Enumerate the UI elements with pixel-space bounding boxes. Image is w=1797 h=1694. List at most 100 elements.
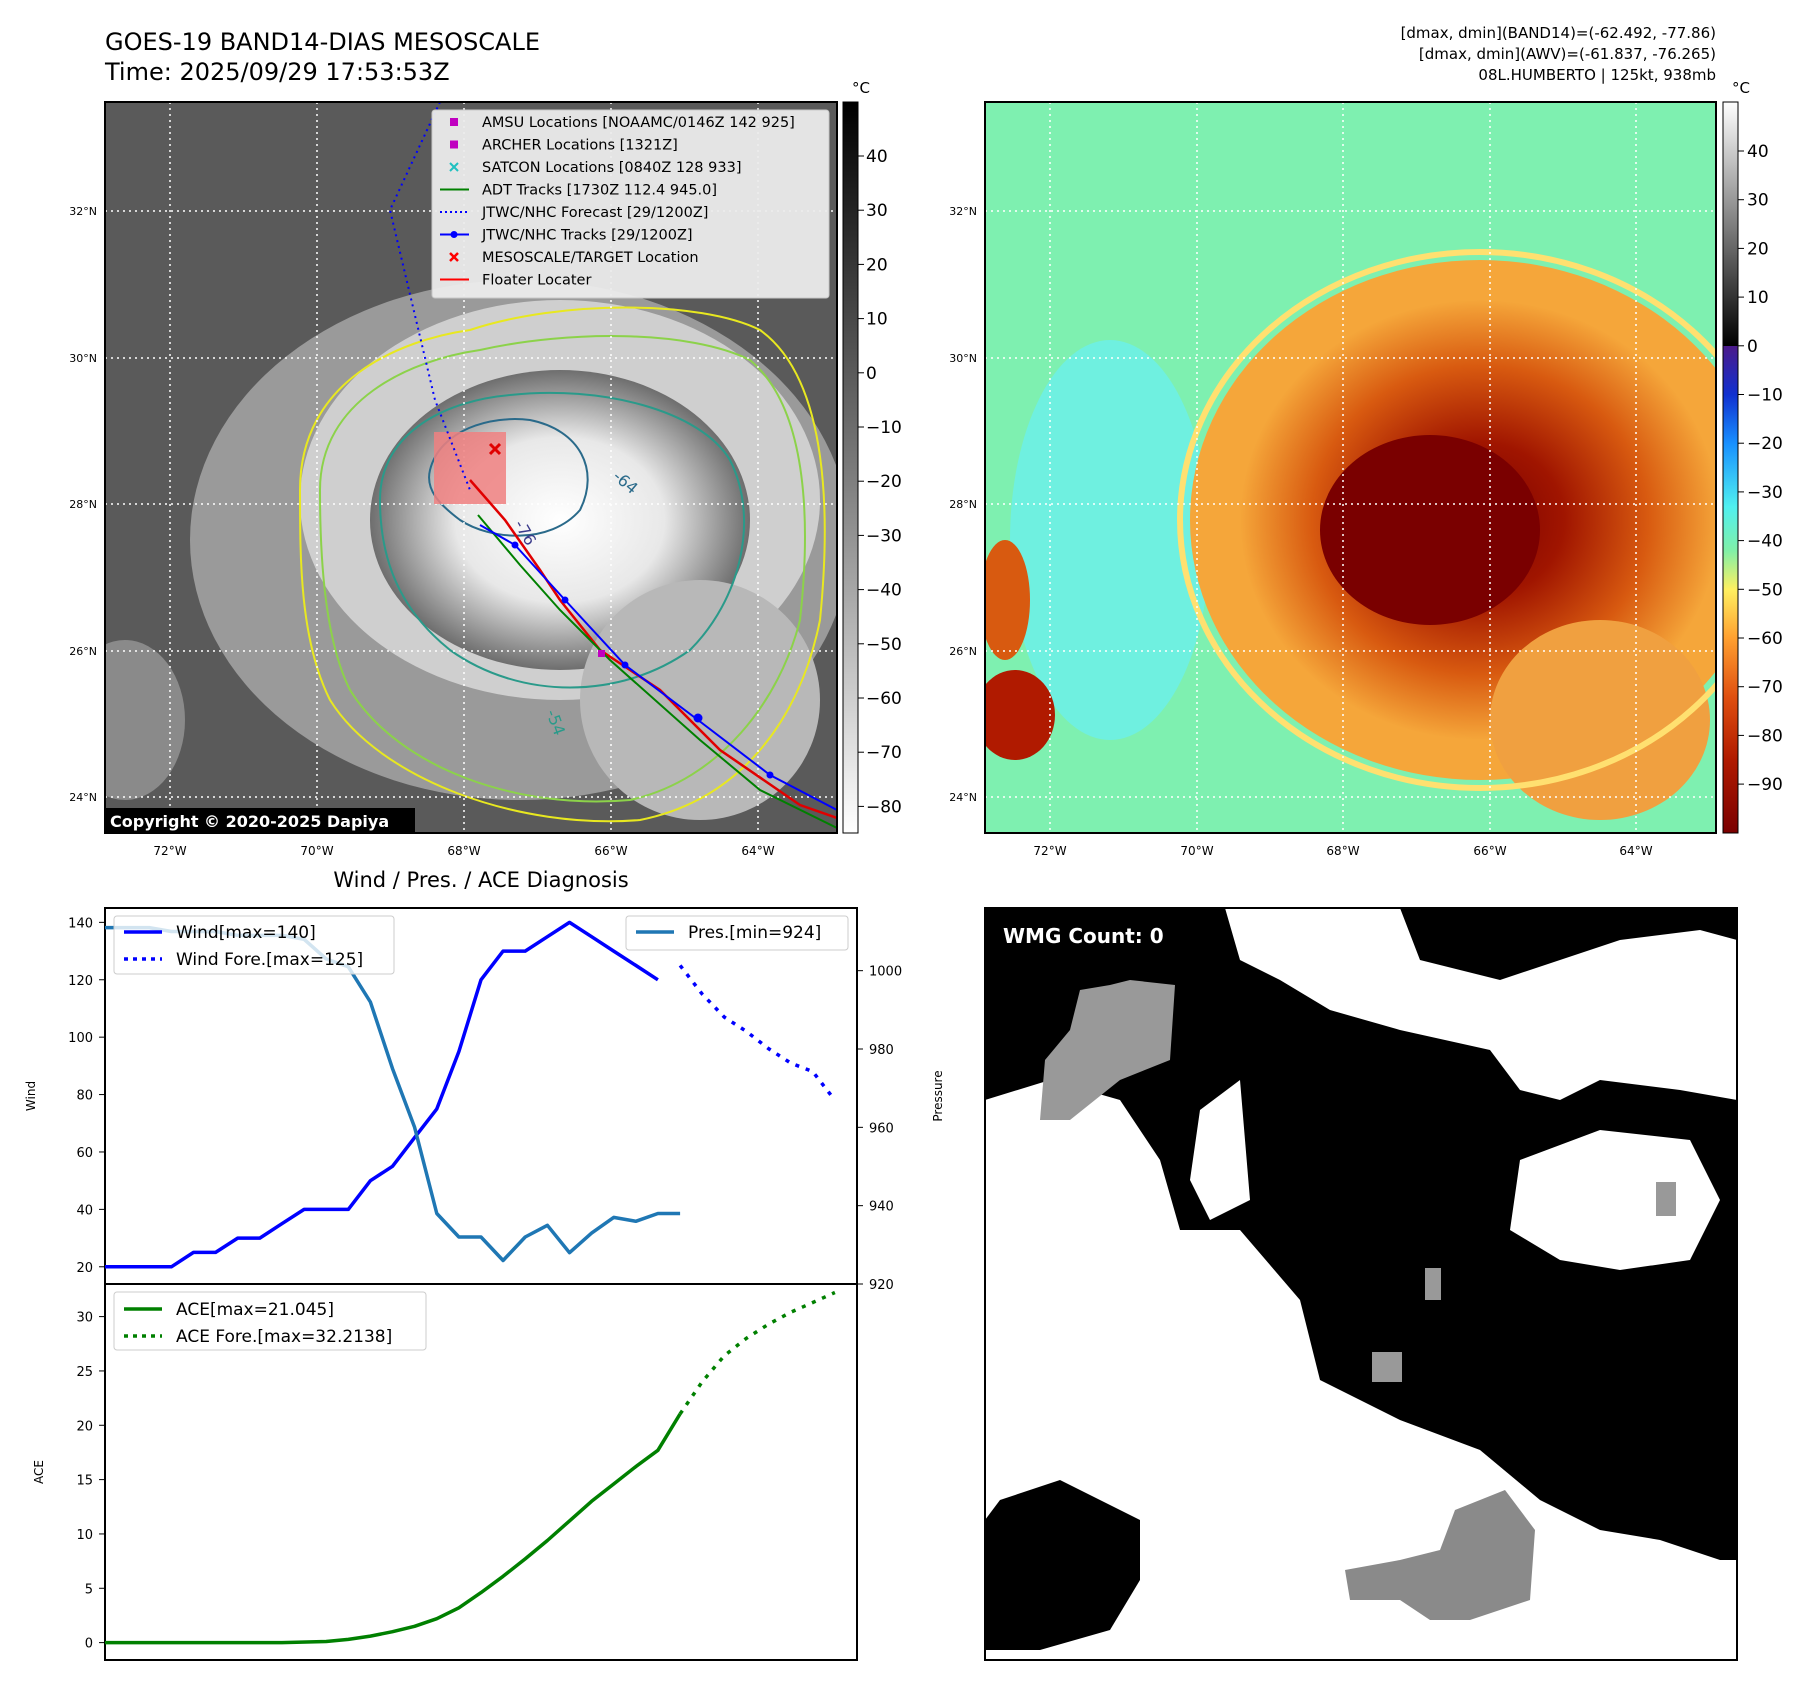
lon-label: 70°W xyxy=(1180,844,1213,858)
color-feeder-band xyxy=(1490,620,1710,820)
legend-marker-dot xyxy=(450,231,458,238)
wmg-gray-region-3 xyxy=(1425,1268,1441,1300)
wmg-white-region-3 xyxy=(1190,1080,1250,1220)
series-line-ace xyxy=(105,1412,682,1645)
info-line-3: 08L.HUMBERTO | 125kt, 938mb xyxy=(1478,66,1716,84)
color-left-blob-1 xyxy=(985,540,1030,660)
color-storm-eye xyxy=(1320,435,1540,625)
colorbar-tick-label: −30 xyxy=(866,526,902,546)
legend-label: MESOSCALE/TARGET Location xyxy=(482,250,699,266)
y-tick-label: 0 xyxy=(85,1637,93,1652)
ace-axis-label: ACE xyxy=(32,1460,46,1484)
ir-cloud-tail xyxy=(580,580,820,820)
wmg-white-region-2 xyxy=(1225,908,1737,1100)
ir-lon-labels: 72°W 70°W 68°W 66°W 64°W xyxy=(153,844,774,858)
y-tick-label: 80 xyxy=(76,1089,93,1104)
gray-colorbar-unit: °C xyxy=(852,79,870,97)
legend-item: SATCON Locations [0840Z 128 933] xyxy=(449,160,741,176)
y-right-tick-label: 1000 xyxy=(869,965,902,980)
legend-item: ARCHER Locations [1321Z] xyxy=(450,138,678,154)
color-yellow-rim xyxy=(1177,249,1716,791)
ir-land-patch xyxy=(105,640,185,800)
pressure-legend: Pres.[min=924] xyxy=(625,915,849,951)
colorbar-tick-label: −50 xyxy=(866,635,902,655)
color-colorbar-frame xyxy=(1722,101,1739,834)
wmg-gray-region-4 xyxy=(1372,1352,1402,1382)
legend-marker-square xyxy=(450,118,458,126)
y-tick-label: 100 xyxy=(68,1031,93,1046)
legend-item: Floater Locater xyxy=(440,273,591,289)
color-colorbar: °C 40 30 20 10 0 −10 −20 −30 −40 −50 −60 −70 −80 −90 xyxy=(1722,79,1783,834)
y-tick-label: 40 xyxy=(76,1203,93,1218)
wmg-black-region xyxy=(985,1480,1140,1650)
colorbar-tick-label: 30 xyxy=(866,201,888,221)
y-tick-label: 25 xyxy=(76,1365,93,1380)
wind-legend: Wind[max=140] Wind Fore.[max=125] xyxy=(113,915,395,975)
colorbar-tick-label: 0 xyxy=(866,364,877,384)
colorbar-tick-label: −10 xyxy=(1747,386,1783,406)
adt-track xyxy=(477,514,837,829)
legend-marker-cross xyxy=(449,252,459,262)
colorbar-tick-label: −60 xyxy=(866,689,902,709)
ace-legend: ACE[max=21.045] ACE Fore.[max=32.2138] xyxy=(113,1291,427,1351)
wind-legend-label: Wind[max=140] xyxy=(176,923,316,943)
colorbar-tick-label: −80 xyxy=(1747,726,1783,746)
colorbar-tick-label: 10 xyxy=(866,310,888,330)
copyright-box xyxy=(105,808,415,833)
legend-label: AMSU Locations [NOAAMC/0146Z 142 925] xyxy=(482,115,795,131)
legend-label: Floater Locater xyxy=(482,273,591,289)
series-line-ace-fore xyxy=(678,1290,836,1415)
color-gridlines xyxy=(985,102,1716,833)
ir-contour-dark xyxy=(428,418,589,537)
best-track-points xyxy=(511,541,774,779)
legend-box xyxy=(431,109,830,299)
colorbar-tick-label: 30 xyxy=(1747,191,1769,211)
colorbar-tick-label: −90 xyxy=(1747,775,1783,795)
lat-label: 26°N xyxy=(949,645,977,658)
lat-label: 28°N xyxy=(69,498,97,511)
wmg-white-region-4 xyxy=(1510,1130,1720,1270)
ace-legend-label: ACE[max=21.045] xyxy=(176,1300,334,1320)
color-map-frame xyxy=(984,101,1717,834)
ir-contour-green xyxy=(318,335,806,803)
colorbar-tick-label: −50 xyxy=(1747,580,1783,600)
pressure-axis-label: Pressure xyxy=(931,1070,945,1121)
ir-map-panel: -64 -54 -76 xyxy=(69,101,838,858)
wmg-panel: WMG Count: 0 xyxy=(984,907,1738,1661)
lon-label: 72°W xyxy=(153,844,186,858)
colorbar-tick-label: −20 xyxy=(1747,434,1783,454)
colorbar-tick-label: 10 xyxy=(1747,288,1769,308)
diagnosis-title: Wind / Pres. / ACE Diagnosis xyxy=(333,868,628,892)
y-right-tick-label: 960 xyxy=(869,1121,894,1136)
lat-label: 30°N xyxy=(949,352,977,365)
color-map-panel: 24°N 26°N 28°N 30°N 32°N 72°W 70°W 68°W 66°W 64°… xyxy=(949,101,1717,858)
legend-marker-square xyxy=(450,140,458,149)
ir-map-frame xyxy=(104,101,838,834)
legend-label: ARCHER Locations [1321Z] xyxy=(482,138,678,154)
legend-label: ADT Tracks [1730Z 112.4 945.0] xyxy=(482,183,717,199)
color-cyan-band xyxy=(1010,340,1210,740)
wmg-count-label: WMG Count: 0 xyxy=(1003,924,1164,948)
ace-chart: ACE 0 5 10 15 20 25 30 ACE[max=21.045] ACE For… xyxy=(32,1283,858,1661)
lat-label: 32°N xyxy=(949,205,977,218)
y-tick-label: 60 xyxy=(76,1146,93,1161)
color-left-blob-2 xyxy=(985,670,1055,760)
y-tick-label: 10 xyxy=(76,1528,93,1543)
lon-label: 64°W xyxy=(1619,844,1652,858)
colorbar-tick-label: 40 xyxy=(1747,142,1769,162)
track-legend: AMSU Locations [NOAAMC/0146Z 142 925] ARC… xyxy=(431,109,830,299)
legend-item: JTWC/NHC Tracks [29/1200Z] xyxy=(440,228,693,244)
colorbar-tick-label: −60 xyxy=(1747,629,1783,649)
legend-label: JTWC/NHC Forecast [29/1200Z] xyxy=(481,205,708,221)
lon-label: 70°W xyxy=(300,844,333,858)
gray-colorbar: °C 40 30 20 10 0 −10 −20 −30 −40 −50 −60 −70 −80 xyxy=(842,79,902,834)
legend-item: JTWC/NHC Forecast [29/1200Z] xyxy=(440,205,708,221)
lat-label: 32°N xyxy=(69,205,97,218)
y-tick-label: 20 xyxy=(76,1419,93,1434)
legend-label: JTWC/NHC Tracks [29/1200Z] xyxy=(481,228,693,244)
ir-lat-labels: 24°N 26°N 28°N 30°N 32°N xyxy=(69,205,97,804)
lat-label: 24°N xyxy=(69,791,97,804)
pressure-legend-label: Pres.[min=924] xyxy=(688,923,821,943)
colorbar-tick-label: 40 xyxy=(866,147,888,167)
